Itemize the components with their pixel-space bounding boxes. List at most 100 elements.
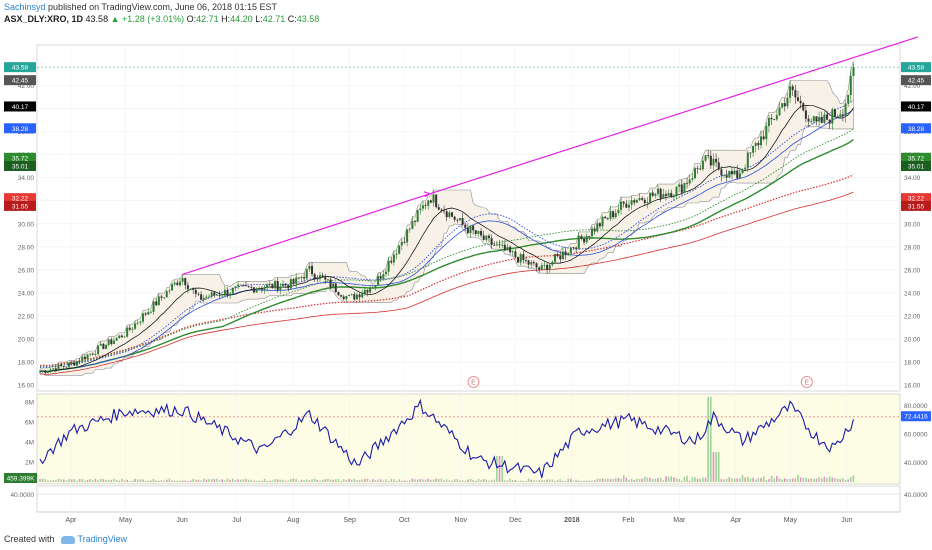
candle-body [789, 86, 792, 98]
volume-bar [488, 480, 490, 482]
candle-body [749, 152, 752, 154]
left-price-tick: 42.00 [18, 83, 35, 90]
candle-body [318, 275, 321, 280]
candle-body [39, 371, 41, 373]
right-price-badge-label: 31.55 [908, 203, 925, 210]
publish-header: Sachinsyd published on TradingView.com, … [4, 2, 277, 12]
ma-blue-solid [39, 108, 854, 373]
volume-bar [538, 480, 540, 482]
volume-bar [464, 480, 467, 482]
close-value: 43.58 [296, 14, 320, 24]
volume-bar [659, 477, 662, 482]
candle-body [635, 200, 638, 203]
volume-bar [691, 477, 694, 482]
candle-body [379, 276, 382, 279]
volume-bar [395, 480, 398, 482]
volume-bar [247, 479, 250, 482]
candle-body [791, 86, 794, 91]
volume-bar [374, 480, 377, 482]
x-tick-label: 2018 [564, 517, 580, 524]
volume-bar [445, 479, 448, 482]
left-price-badge [4, 101, 36, 112]
volume-bar [525, 480, 527, 482]
candle-body [680, 184, 683, 193]
candle-body [186, 285, 189, 290]
right-price-tick: 42.00 [904, 83, 921, 90]
volume-bar [60, 479, 62, 482]
candle-body [773, 119, 776, 121]
candle-body [371, 287, 374, 289]
volume-bar [84, 480, 86, 482]
candle-body [300, 277, 303, 279]
candle-body [149, 311, 152, 313]
candle-body [205, 296, 208, 299]
volume-bar [142, 479, 144, 482]
low-label: L: [255, 14, 263, 24]
candle-body [305, 269, 308, 279]
rsi-tick-label: 40.0000 [904, 460, 928, 467]
volume-bar [609, 479, 612, 482]
candle-body [440, 209, 443, 211]
volume-bar [493, 479, 496, 482]
x-tick-label: Jul [232, 517, 241, 524]
volume-bar [630, 478, 633, 482]
volume-bar [424, 479, 427, 482]
symbol-name[interactable]: ASX_DLY:XRO, 1D [4, 14, 84, 24]
left-price-badge-label: 32.22 [12, 196, 29, 203]
volume-bar [89, 479, 91, 482]
trendline-first-leg [181, 193, 430, 276]
volume-bar [773, 478, 776, 482]
tradingview-brand-link[interactable]: TradingView [77, 534, 128, 544]
volume-bar [778, 478, 781, 482]
candle-body [369, 288, 372, 293]
candle-body [598, 223, 601, 227]
candle-body [200, 294, 203, 300]
author-name[interactable]: Sachinsyd [4, 2, 46, 12]
volume-bar [776, 475, 778, 482]
x-tick-label: Apr [66, 517, 78, 524]
volume-bar [290, 479, 292, 482]
volume-bar [202, 478, 205, 482]
volume-bar [342, 479, 345, 482]
volume-bar [271, 480, 274, 482]
volume-bar [113, 478, 115, 482]
candle-body [118, 335, 121, 339]
candle-body [406, 229, 409, 243]
candle-body [239, 284, 242, 286]
volume-bar [419, 479, 422, 482]
rsi-value-label: 72.4416 [904, 414, 928, 421]
candle-body [112, 340, 115, 344]
candle-body [252, 287, 255, 293]
candle-body [202, 298, 205, 300]
volume-bar [218, 480, 221, 482]
candle-body [844, 103, 847, 116]
volume-bar [723, 479, 725, 482]
candle-body [482, 235, 485, 240]
volume-bar [305, 479, 308, 482]
volume-bar [683, 476, 686, 482]
volume-bar [416, 479, 419, 482]
candle-body [509, 246, 512, 253]
candle-body [606, 218, 609, 220]
candle-body [44, 370, 47, 373]
volume-bar [345, 479, 348, 482]
candle-body [569, 247, 572, 253]
volume-bar [195, 479, 197, 482]
volume-bar [86, 480, 89, 482]
volume-bar [150, 480, 152, 482]
volume-bar [472, 479, 474, 482]
candle-body [723, 175, 726, 176]
right-price-badge-label: 38.28 [908, 126, 925, 133]
lower-right-tick: 40.0000 [904, 492, 928, 499]
volume-bar [57, 478, 60, 482]
candle-body [374, 285, 377, 288]
candle-body [105, 344, 108, 349]
candle-body [725, 175, 728, 178]
right-price-badge [901, 160, 931, 171]
candle-body [73, 362, 76, 366]
volume-bar [823, 476, 826, 482]
candle-body [593, 228, 596, 232]
candle-body [152, 301, 155, 312]
volume-bar [583, 480, 585, 482]
